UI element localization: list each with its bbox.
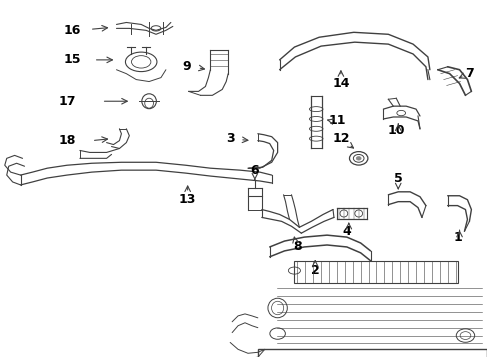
Text: 5: 5 [394,171,403,185]
Bar [258,349,487,360]
Text: 8: 8 [293,240,302,253]
Text: 11: 11 [328,114,346,127]
Bar [294,261,458,283]
Text: 3: 3 [226,132,235,145]
Text: 15: 15 [63,53,81,66]
Ellipse shape [356,157,361,160]
Text: 4: 4 [343,225,351,238]
Text: 2: 2 [311,264,319,277]
Text: 1: 1 [453,231,462,244]
Text: 14: 14 [332,77,350,90]
Text: 6: 6 [250,164,259,177]
Text: 18: 18 [58,134,76,147]
Text: 16: 16 [63,24,81,37]
Text: 13: 13 [179,193,196,206]
Text: 17: 17 [58,95,76,108]
Text: 7: 7 [465,67,474,80]
Text: 10: 10 [388,124,405,137]
Text: 12: 12 [332,132,350,145]
Text: 9: 9 [182,60,191,73]
